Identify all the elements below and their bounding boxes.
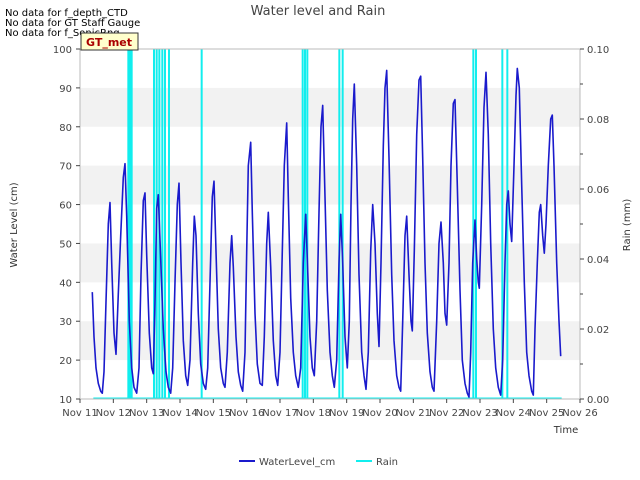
x-tick-label: Nov 12 bbox=[96, 408, 131, 419]
x-tick-label: Nov 16 bbox=[229, 408, 264, 419]
y-tick-label: 40 bbox=[59, 278, 72, 289]
x-tick-label: Nov 14 bbox=[162, 408, 197, 419]
y2-tick-label: 0.06 bbox=[587, 185, 609, 196]
x-tick-label: Nov 22 bbox=[429, 408, 464, 419]
x-tick-label: Nov 25 bbox=[529, 408, 564, 419]
legend-label-water: WaterLevel_cm bbox=[259, 457, 335, 468]
x-tick-label: Nov 19 bbox=[329, 408, 364, 419]
y2-axis-title: Rain (mm) bbox=[622, 199, 633, 252]
site-badge[interactable]: GT_met bbox=[80, 32, 139, 51]
y-tick-label: 70 bbox=[59, 162, 72, 173]
water-level-line bbox=[91, 67, 562, 398]
x-tick-label: Nov 17 bbox=[262, 408, 297, 419]
y2-tick-label: 0.00 bbox=[587, 395, 609, 406]
y2-tick-label: 0.04 bbox=[587, 255, 609, 266]
y-axis-title: Water Level (cm) bbox=[9, 182, 20, 267]
y-tick-label: 10 bbox=[59, 395, 72, 406]
x-tick-label: Nov 20 bbox=[362, 408, 397, 419]
x-tick-label: Nov 23 bbox=[462, 408, 497, 419]
x-tick-label: Nov 11 bbox=[62, 408, 97, 419]
x-tick-label: Nov 21 bbox=[396, 408, 431, 419]
y-tick-label: 20 bbox=[59, 356, 72, 367]
y2-tick-label: 0.02 bbox=[587, 325, 609, 336]
y2-tick-label: 0.10 bbox=[587, 45, 609, 56]
no-data-note-sonic: No data for f_SonicRng bbox=[5, 28, 120, 39]
x-tick-label: Nov 13 bbox=[129, 408, 164, 419]
x-tick-label: Nov 15 bbox=[196, 408, 231, 419]
y2-tick-label: 0.08 bbox=[587, 115, 609, 126]
legend-label-rain: Rain bbox=[376, 457, 398, 468]
y-tick-label: 60 bbox=[59, 201, 72, 212]
x-tick-label: Nov 18 bbox=[296, 408, 331, 419]
no-data-note-ctd: No data for f_depth_CTD bbox=[5, 8, 128, 19]
chart-title: Water level and Rain bbox=[251, 4, 386, 19]
site-badge-label: GT_met bbox=[86, 36, 132, 49]
no-data-note-staff-gauge: No data for GT Staff Gauge bbox=[5, 18, 141, 29]
y-tick-label: 50 bbox=[59, 239, 72, 250]
x-axis-title: Time bbox=[553, 425, 578, 436]
y-tick-label: 30 bbox=[59, 317, 72, 328]
legend: WaterLevel_cm Rain bbox=[239, 457, 398, 468]
x-tick-label: Nov 26 bbox=[562, 408, 597, 419]
x-tick-label: Nov 24 bbox=[496, 408, 531, 419]
y-tick-label: 80 bbox=[59, 123, 72, 134]
y-tick-label: 90 bbox=[59, 84, 72, 95]
y-tick-label: 100 bbox=[53, 45, 72, 56]
